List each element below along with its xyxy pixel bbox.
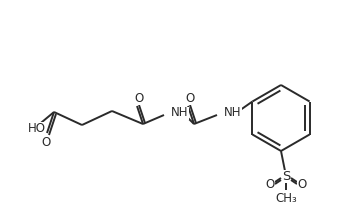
Text: O: O <box>185 92 195 104</box>
Text: O: O <box>265 178 275 191</box>
Text: HO: HO <box>28 122 46 134</box>
Text: O: O <box>297 178 307 191</box>
Text: NH: NH <box>171 106 189 120</box>
Text: O: O <box>134 92 144 104</box>
Text: S: S <box>282 170 290 182</box>
Text: O: O <box>41 136 51 148</box>
Text: NH: NH <box>224 106 242 120</box>
Text: CH₃: CH₃ <box>275 191 297 205</box>
